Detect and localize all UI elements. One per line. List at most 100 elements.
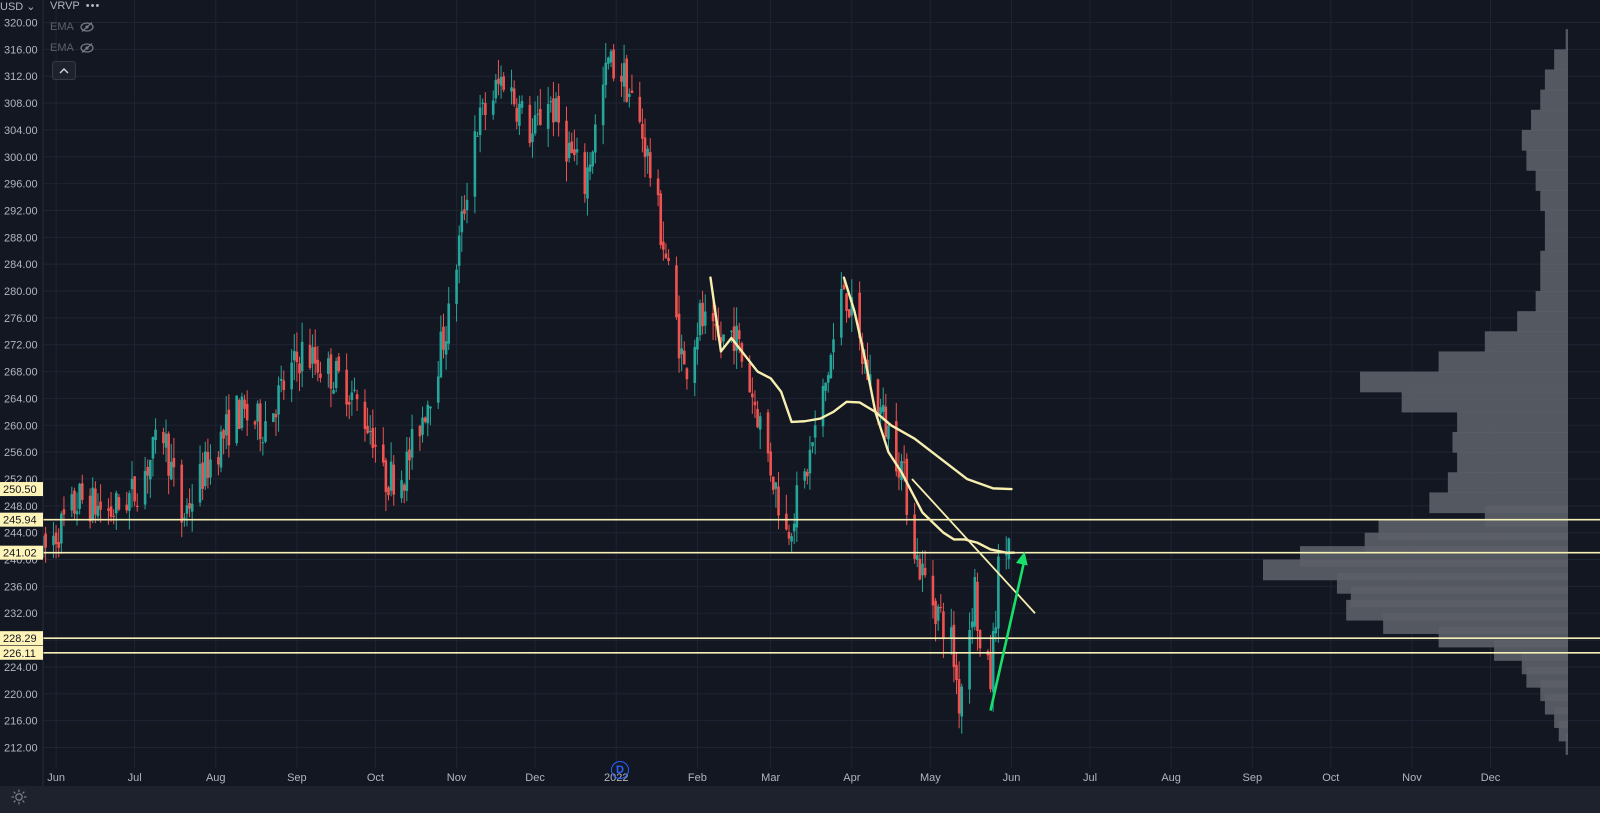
candle-body: [586, 167, 589, 199]
volume-profile-bar: [1535, 170, 1568, 191]
candle-body: [476, 135, 479, 137]
price-level-tag[interactable]: [0, 482, 43, 497]
x-tick-label: Nov: [447, 772, 467, 784]
volume-profile-bar: [1457, 411, 1568, 433]
up-arrow-shaft[interactable]: [989, 559, 1026, 711]
candle-body: [272, 413, 275, 423]
candle-body: [845, 293, 848, 311]
candle-body: [366, 425, 369, 434]
candle-body: [942, 611, 945, 640]
candle-body: [630, 90, 634, 94]
candle-body: [905, 458, 909, 515]
candle-body: [1007, 538, 1011, 560]
candle-body: [934, 600, 937, 625]
candle-body: [952, 624, 956, 668]
candle-body: [436, 376, 440, 403]
indicator-ema-1[interactable]: EMA: [50, 21, 94, 33]
price-level-tag-label: 228.29: [3, 633, 37, 645]
y-tick-label: 256.00: [4, 447, 38, 459]
candle-body: [332, 389, 335, 394]
volume-profile-bar: [1565, 734, 1568, 755]
up-arrow-head[interactable]: [1015, 551, 1028, 566]
candle-body: [918, 558, 922, 580]
candle-body: [292, 351, 296, 361]
candle-body: [997, 556, 1000, 629]
candle-body: [604, 62, 608, 86]
candle-body: [350, 392, 354, 401]
x-tick-label: Sep: [287, 772, 307, 784]
candle-body: [751, 393, 754, 398]
eye-hidden-icon[interactable]: [80, 43, 94, 53]
candle-body: [172, 457, 176, 468]
candle-body: [766, 412, 770, 454]
volume-profile-bar: [1484, 331, 1568, 353]
gear-icon[interactable]: [10, 788, 28, 806]
ema-line-fast[interactable]: [709, 276, 1013, 491]
candle-body: [803, 471, 806, 481]
currency-label[interactable]: USD ⌄: [0, 1, 36, 13]
y-tick-label: 244.00: [4, 528, 38, 540]
candle-body: [994, 627, 998, 634]
candle-body: [206, 451, 210, 479]
candle-body: [209, 459, 212, 478]
candle-body: [235, 395, 238, 444]
volume-profile-bar: [1544, 230, 1568, 252]
candle-body: [258, 403, 262, 440]
collapse-legend-button[interactable]: [52, 61, 76, 80]
candle-body: [936, 606, 940, 621]
candle-body: [510, 87, 513, 92]
price-level-tag[interactable]: [0, 545, 43, 560]
price-level-tag-label: 226.11: [3, 648, 36, 660]
candle-body: [227, 409, 231, 446]
candle-body: [290, 362, 293, 390]
eye-hidden-icon[interactable]: [80, 22, 94, 32]
candle-body: [698, 303, 702, 336]
candle-body: [402, 484, 406, 491]
price-level-tag[interactable]: [0, 631, 43, 646]
price-level-tag[interactable]: [0, 512, 43, 527]
price-level-tag[interactable]: [0, 645, 43, 660]
y-tick-label: 224.00: [4, 662, 38, 674]
candle-body: [730, 330, 733, 332]
candle-body: [44, 533, 47, 548]
indicator-name: VRVP: [50, 0, 80, 12]
candle-body: [316, 359, 320, 373]
x-tick-label: Jun: [1003, 772, 1021, 784]
candle-body: [622, 63, 626, 87]
volume-profile-bar: [1558, 720, 1568, 742]
candle-body: [203, 451, 207, 487]
x-tick-label: Oct: [1322, 772, 1339, 784]
y-tick-label: 276.00: [4, 313, 38, 325]
candle-body: [355, 394, 359, 400]
candle-body: [685, 368, 689, 380]
candle-body: [277, 385, 280, 415]
candle-body: [536, 113, 540, 115]
candle-body: [531, 133, 534, 143]
candle-body: [970, 621, 974, 628]
indicator-ema-2[interactable]: EMA: [50, 42, 94, 54]
candle-body: [502, 76, 505, 90]
candle-body: [620, 75, 623, 82]
candle-body: [989, 653, 992, 690]
trend-line[interactable]: [911, 478, 1036, 614]
candle-body: [256, 403, 259, 422]
candle-body: [601, 84, 605, 126]
dividend-event-badge[interactable]: D: [611, 761, 629, 779]
candle-body: [638, 96, 642, 122]
candle-body: [99, 501, 102, 510]
indicator-vrvp[interactable]: VRVP •••: [50, 0, 100, 12]
candle-body: [91, 487, 95, 520]
candle-body: [612, 49, 615, 79]
candle-body: [902, 461, 906, 463]
candle-body: [381, 444, 385, 463]
volume-profile-bar: [1521, 129, 1568, 151]
candle-body: [703, 311, 707, 326]
candle-body: [167, 433, 170, 476]
candle-body: [484, 103, 487, 115]
more-icon[interactable]: •••: [85, 0, 101, 12]
y-tick-label: 288.00: [4, 232, 38, 244]
candle-body: [114, 492, 118, 514]
candle-body: [735, 325, 738, 351]
ema-line-slow[interactable]: [842, 276, 1016, 554]
